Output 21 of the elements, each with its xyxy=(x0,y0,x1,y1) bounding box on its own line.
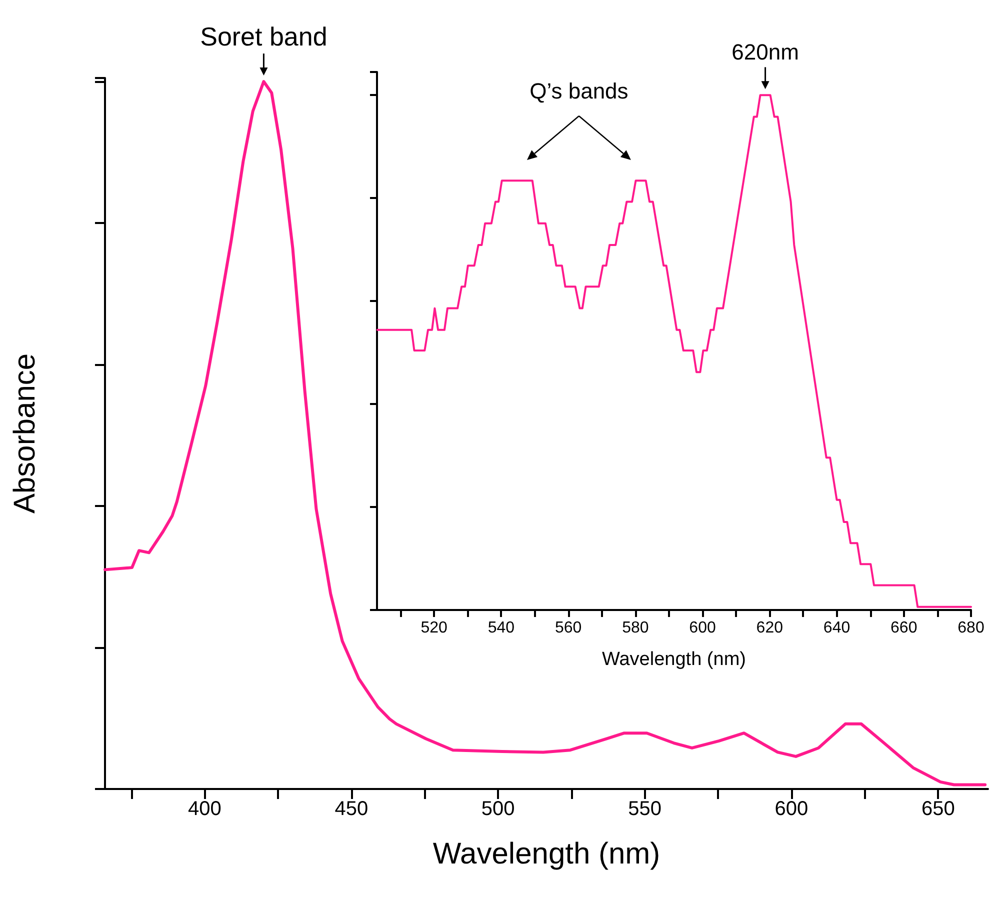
annotation: Q’s bands xyxy=(530,78,628,104)
x-tick-label: 550 xyxy=(628,798,662,820)
y-axis-title: Absorbance xyxy=(8,353,42,514)
x-axis-title: Wavelength (nm) xyxy=(432,838,660,870)
x-tick-label: 620 xyxy=(756,620,784,636)
x-axis-title: Wavelength (nm) xyxy=(602,649,746,670)
x-tick-label: 500 xyxy=(481,798,515,820)
x-tick-label: 540 xyxy=(488,620,515,636)
annotation: Soret band xyxy=(200,22,328,52)
x-tick-label: 680 xyxy=(958,620,984,636)
x-tick-label: 650 xyxy=(921,798,955,820)
x-tick-label: 640 xyxy=(823,620,850,636)
annotation: 620nm xyxy=(732,40,799,65)
x-tick-label: 580 xyxy=(622,620,649,636)
x-tick-label: 400 xyxy=(188,798,222,820)
x-tick-label: 520 xyxy=(420,620,448,636)
x-tick-label: 600 xyxy=(774,798,808,820)
x-tick-label: 560 xyxy=(554,620,582,636)
x-tick-label: 660 xyxy=(890,620,918,636)
x-tick-label: 450 xyxy=(334,798,368,820)
x-tick-label: 600 xyxy=(689,620,716,636)
